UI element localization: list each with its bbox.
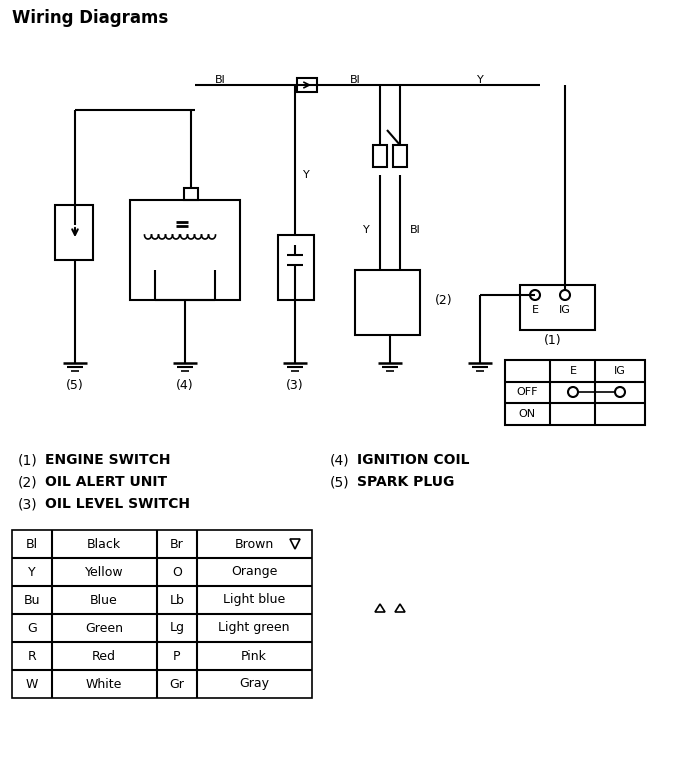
Bar <box>184 188 198 200</box>
Text: (1): (1) <box>544 333 562 347</box>
Text: White: White <box>86 678 122 690</box>
Text: (5): (5) <box>66 379 84 392</box>
Text: (3): (3) <box>286 379 304 392</box>
Text: (3): (3) <box>18 497 37 511</box>
Text: ON: ON <box>518 409 535 419</box>
Text: Bl: Bl <box>215 75 225 85</box>
Bar <box>393 145 407 167</box>
Text: SPARK PLUG: SPARK PLUG <box>357 475 454 489</box>
Bar <box>355 270 420 335</box>
Bar <box>55 205 93 260</box>
Text: Bl: Bl <box>410 225 421 235</box>
Text: Pink: Pink <box>241 650 267 662</box>
Text: Orange: Orange <box>231 566 277 579</box>
Text: (2): (2) <box>18 475 37 489</box>
Text: IGNITION COIL: IGNITION COIL <box>357 453 469 467</box>
Text: OIL LEVEL SWITCH: OIL LEVEL SWITCH <box>45 497 190 511</box>
Text: W: W <box>26 678 38 690</box>
Text: Bl: Bl <box>26 538 38 551</box>
Text: IG: IG <box>559 305 571 315</box>
Text: Lb: Lb <box>170 594 185 607</box>
Text: Blue: Blue <box>90 594 118 607</box>
Text: Green: Green <box>85 622 123 635</box>
Text: Brown: Brown <box>234 538 274 551</box>
Text: Y: Y <box>28 566 36 579</box>
Text: Gray: Gray <box>239 678 269 690</box>
Bar <box>12 530 312 698</box>
Bar <box>505 360 645 425</box>
Text: Y: Y <box>477 75 484 85</box>
Text: E: E <box>569 366 577 376</box>
Text: Light green: Light green <box>218 622 289 635</box>
Text: (4): (4) <box>176 379 194 392</box>
Text: E: E <box>531 305 539 315</box>
Text: Y: Y <box>303 170 310 180</box>
Text: Bu: Bu <box>24 594 40 607</box>
Bar <box>278 235 314 300</box>
Text: IG: IG <box>614 366 626 376</box>
Text: OIL ALERT UNIT: OIL ALERT UNIT <box>45 475 167 489</box>
Text: Red: Red <box>92 650 116 662</box>
Text: O: O <box>172 566 182 579</box>
Text: Gr: Gr <box>170 678 185 690</box>
Text: OFF: OFF <box>516 387 538 397</box>
Bar <box>373 145 387 167</box>
Text: (5): (5) <box>330 475 349 489</box>
Text: ENGINE SWITCH: ENGINE SWITCH <box>45 453 170 467</box>
Text: R: R <box>28 650 36 662</box>
Text: (1): (1) <box>18 453 37 467</box>
Text: Bl: Bl <box>349 75 360 85</box>
Text: Yellow: Yellow <box>84 566 123 579</box>
Bar <box>297 78 317 92</box>
Text: (4): (4) <box>330 453 349 467</box>
Bar <box>520 285 595 330</box>
Text: Br: Br <box>170 538 184 551</box>
Text: Light blue: Light blue <box>223 594 285 607</box>
Text: Wiring Diagrams: Wiring Diagrams <box>12 9 168 27</box>
Text: Black: Black <box>87 538 121 551</box>
Text: (2): (2) <box>435 294 453 306</box>
Text: Lg: Lg <box>170 622 185 635</box>
Text: P: P <box>173 650 180 662</box>
Bar <box>130 200 240 300</box>
Text: Y: Y <box>363 225 370 235</box>
Text: G: G <box>27 622 37 635</box>
